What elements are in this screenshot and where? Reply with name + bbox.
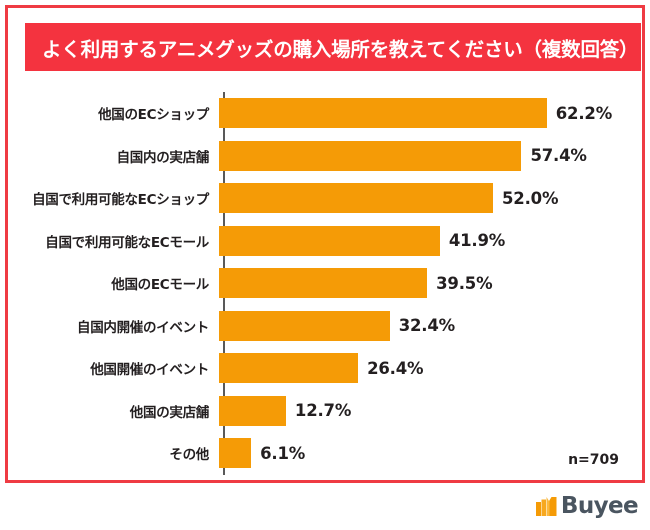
chart-title-banner: よく利用するアニメグッズの購入場所を教えてください（複数回答） [25, 23, 641, 71]
bar-value-label: 57.4% [530, 146, 587, 165]
category-label: 自国で利用可能なECショップ [32, 192, 209, 208]
category-label: その他 [169, 447, 209, 463]
bar-value-label: 41.9% [448, 231, 506, 250]
category-label: 他国のECショップ [98, 107, 209, 123]
bar-row: 自国内開催のイベント 32.4% [25, 305, 641, 347]
category-label: 自国内の実店舗 [116, 149, 210, 166]
bar-chart: 他国のECショップ 62.2% 自国内の実店舗 57.4% 自国で利用可能なECショップ… [25, 86, 641, 478]
bar-row: 他国のECモール 39.5% [25, 262, 641, 304]
bar-rows-container: 他国のECショップ 62.2% 自国内の実店舗 57.4% 自国で利用可能なECショップ… [25, 86, 641, 478]
buyee-logo[interactable]: Buyee [535, 492, 639, 520]
bar-track: 62.2% [219, 92, 641, 134]
chart-card-frame: よく利用するアニメグッズの購入場所を教えてください（複数回答） 他国のECショッ… [5, 5, 645, 483]
bar-row: 他国の実店舗 12.7% [25, 390, 641, 432]
bar-value-label: 12.7% [294, 401, 352, 420]
bar-track: 32.4% [219, 305, 641, 347]
bar-value-label: 32.4% [398, 316, 455, 335]
bar-row: 自国で利用可能なECモール 41.9% [25, 220, 641, 262]
bar-track: 52.0% [219, 177, 641, 219]
bar-row: 自国で利用可能なECショップ 52.0% [25, 177, 641, 219]
buyee-logo-text: Buyee [560, 492, 639, 519]
bar-track: 12.7% [219, 390, 641, 432]
bar-value-label: 62.2% [555, 103, 613, 123]
bar-value-label: 6.1% [260, 443, 306, 463]
bar[interactable] [219, 268, 428, 298]
category-label: 他国のECモール [111, 277, 209, 293]
sample-size-note: n=709 [568, 452, 619, 468]
bar[interactable] [219, 395, 286, 426]
bar[interactable] [219, 438, 252, 468]
bar[interactable] [219, 310, 390, 341]
bar-value-label: 39.5% [436, 273, 493, 293]
bar[interactable] [219, 183, 494, 213]
bar-track: 6.1% [219, 432, 641, 474]
bar-row: 他国開催のイベント 26.4% [25, 347, 641, 389]
gift-box-icon [535, 496, 557, 516]
category-label: 他国の実店舗 [129, 404, 210, 421]
bar-row: 自国内の実店舗 57.4% [25, 135, 641, 177]
bar-track: 57.4% [219, 135, 641, 177]
bar[interactable] [219, 225, 440, 256]
bar-row: 他国のECショップ 62.2% [25, 92, 641, 134]
bar[interactable] [219, 98, 547, 128]
bar-row: その他 6.1% [25, 432, 641, 474]
bar[interactable] [219, 353, 359, 383]
bar-track: 41.9% [219, 220, 641, 262]
bar-value-label: 52.0% [502, 188, 559, 208]
category-label: 自国で利用可能なECモール [45, 234, 209, 251]
category-label: 他国開催のイベント [90, 362, 209, 378]
bar[interactable] [219, 140, 522, 171]
page-title: よく利用するアニメグッズの購入場所を教えてください（複数回答） [42, 37, 639, 61]
bar-track: 39.5% [219, 262, 641, 304]
bar-value-label: 26.4% [367, 358, 424, 378]
category-label: 自国内開催のイベント [77, 319, 209, 336]
bar-track: 26.4% [219, 347, 641, 389]
